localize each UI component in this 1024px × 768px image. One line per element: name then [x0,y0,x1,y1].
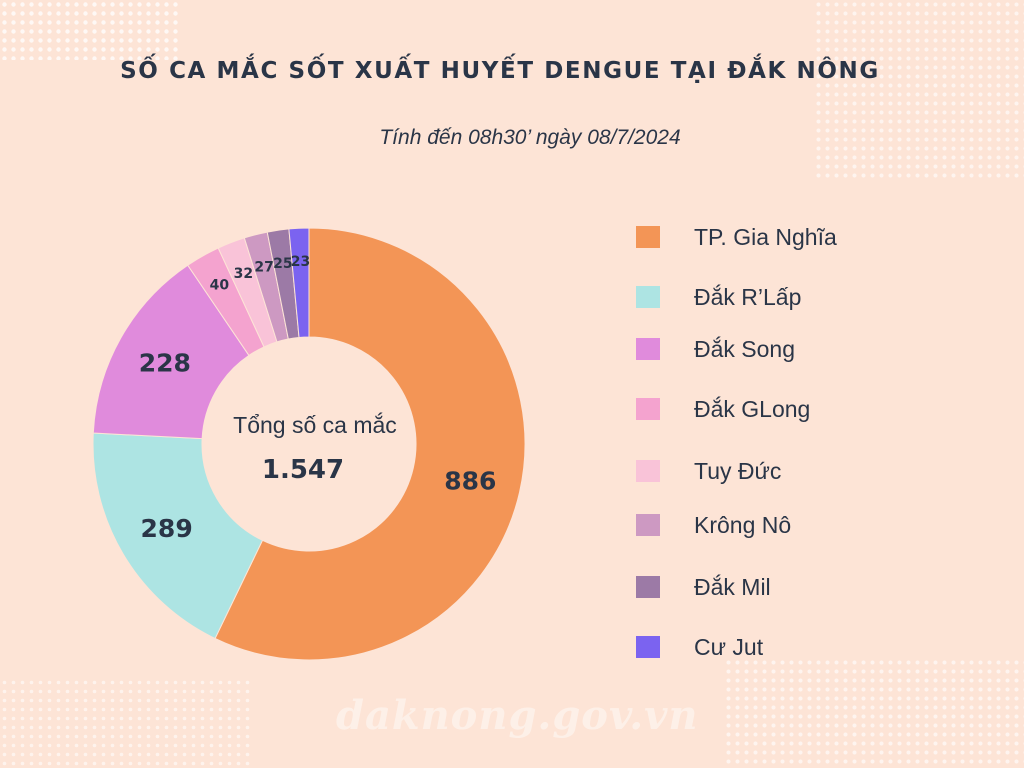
slice-dak-song [92,264,250,440]
watermark: daknong.gov.vn [336,692,699,739]
legend-label: Cư Jut [694,633,764,660]
slice-label-tuy-duc: 32 [234,266,253,282]
legend-swatch [636,286,660,308]
slice-label-tp-gia-nghia: 886 [444,466,496,495]
slice-label-dak-mil: 25 [273,256,292,272]
legend-item-dak-song: Đắk Song [636,334,795,364]
legend-swatch [636,460,660,482]
legend-label: Đắk Mil [694,573,771,600]
legend-swatch [636,514,660,536]
legend-swatch [636,226,660,248]
legend-item-dak-r-lap: Đắk R’Lấp [636,282,801,312]
slice-label-dak-song: 228 [139,348,191,377]
legend-label: Đắk GLong [694,395,811,422]
center-value: 1.547 [262,455,344,485]
center-label: Tổng số ca mắc [233,412,397,438]
legend-item-dak-mil: Đắk Mil [636,572,771,602]
legend-item-krong-no: Krông Nô [636,510,791,540]
legend-swatch [636,398,660,420]
chart-subtitle: Tính đến 08h30’ ngày 08/7/2024 [379,126,681,149]
slice-label-krong-no: 27 [254,260,273,276]
slice-cu-jut [288,227,310,339]
legend-swatch [636,338,660,360]
legend-label: Tuy Đức [694,457,782,484]
slice-dak-r-lap [92,432,264,640]
legend-swatch [636,576,660,598]
chart-title: SỐ CA MẮC SỐT XUẤT HUYẾT DENGUE TẠI ĐẮK … [120,58,880,84]
legend-item-dak-glong: Đắk GLong [636,394,810,424]
legend-item-tuy-duc: Tuy Đức [636,456,781,486]
legend-swatch [636,636,660,658]
slice-label-cu-jut: 23 [291,254,310,270]
legend-item-tp-gia-nghia: TP. Gia Nghĩa [636,222,837,252]
dot-pattern-bottom-right [724,658,1024,768]
dot-pattern-top-right [814,0,1024,180]
legend-item-cu-jut: Cư Jut [636,632,763,662]
legend-label: Krông Nô [694,511,792,538]
slice-label-dak-glong: 40 [210,278,230,294]
slice-label-dak-r-lap: 289 [141,514,193,543]
legend-label: Đắk R’Lấp [694,283,802,310]
legend-label: Đắk Song [694,335,796,362]
legend-label: TP. Gia Nghĩa [694,223,837,250]
slice-tp-gia-nghia [214,227,526,661]
